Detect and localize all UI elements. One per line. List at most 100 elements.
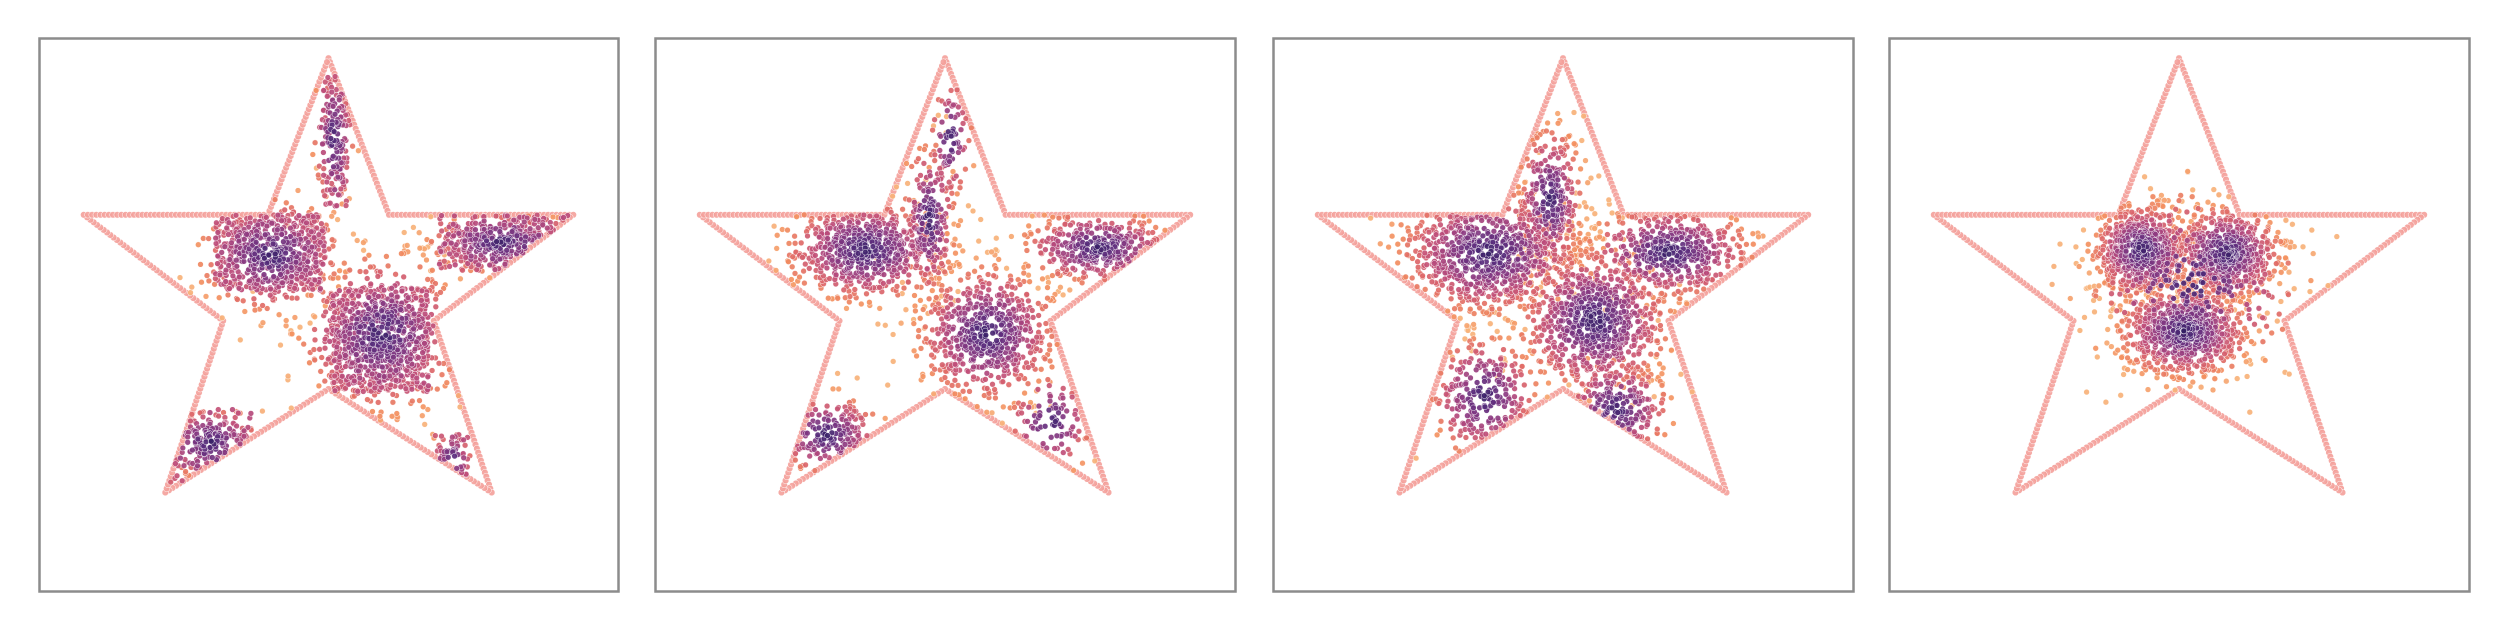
scatter-point	[953, 86, 961, 94]
scatter-point	[315, 382, 323, 390]
scatter-point	[882, 322, 889, 329]
scatter-point	[858, 300, 865, 308]
scatter-point	[560, 214, 567, 221]
scatter-point	[233, 263, 240, 270]
scatter-point	[378, 323, 385, 331]
scatter-point	[428, 238, 435, 245]
scatter-point	[355, 292, 362, 300]
scatter-point	[320, 165, 327, 172]
scatter-point	[443, 448, 451, 455]
scatter-point	[1031, 356, 1038, 363]
scatter-point	[945, 339, 952, 346]
scatter-point	[1044, 328, 1051, 335]
scatter-point	[487, 229, 494, 236]
scatter-point	[354, 309, 362, 316]
scatter-point	[218, 249, 225, 256]
scatter-point	[199, 413, 207, 421]
scatter-point	[903, 160, 910, 167]
scatter-point	[308, 244, 316, 251]
scatter-point	[944, 196, 951, 203]
scatter-point	[985, 286, 992, 293]
scatter-point	[1051, 445, 1058, 452]
scatter-point	[195, 241, 202, 248]
scatter-point	[970, 363, 977, 371]
scatter-point	[1050, 256, 1057, 263]
scatter-point	[323, 178, 331, 186]
scatter-point	[917, 297, 924, 304]
scatter-point	[408, 285, 415, 292]
scatter-point	[840, 286, 847, 294]
scatter-point	[177, 454, 184, 462]
scatter-point	[349, 359, 356, 367]
scatter-point	[366, 381, 374, 388]
scatter-point	[950, 241, 958, 249]
scatter-point	[225, 219, 233, 226]
scatter-point	[318, 220, 325, 227]
scatter-point	[246, 277, 253, 285]
scatter-point	[296, 324, 304, 331]
scatter-point	[945, 258, 952, 266]
scatter-point	[965, 137, 973, 144]
scatter-point	[1035, 300, 1042, 307]
scatter-point	[866, 213, 873, 220]
scatter-point	[941, 268, 948, 276]
scatter-point	[491, 266, 499, 273]
scatter-point	[397, 357, 405, 364]
scatter-point	[1024, 312, 1031, 319]
scatter-point	[320, 172, 327, 179]
scatter-point	[350, 230, 357, 238]
scatter-point	[291, 314, 299, 321]
scatter-point	[770, 223, 778, 230]
scatter-point	[330, 292, 337, 299]
scatter-point	[460, 454, 467, 461]
scatter-point	[356, 268, 364, 275]
scatter-point	[305, 239, 312, 246]
scatter-point	[858, 414, 865, 422]
scatter-point	[808, 411, 816, 418]
scatter-point	[448, 239, 455, 247]
scatter-point	[906, 196, 913, 204]
scatter-point	[318, 354, 325, 361]
scatter-point	[275, 311, 283, 318]
scatter-point	[270, 240, 277, 248]
scatter-point	[1024, 380, 1032, 387]
scatter-point	[443, 379, 450, 386]
scatter-point	[360, 247, 367, 254]
scatter-point	[355, 328, 362, 336]
scatter-point	[1066, 286, 1073, 294]
scatter-point	[483, 237, 490, 245]
scatter-point	[235, 237, 243, 245]
scatter-point	[274, 226, 281, 233]
scatter-point	[419, 371, 426, 379]
scatter-point	[893, 183, 900, 191]
scatter-point	[1070, 467, 1077, 474]
scatter-point	[864, 271, 871, 279]
scatter-point	[1027, 230, 1035, 238]
scatter-point	[287, 224, 294, 232]
scatter-point	[957, 276, 964, 284]
scatter-point	[326, 338, 333, 345]
scatter-point	[184, 433, 191, 441]
scatter-point	[1034, 227, 1042, 234]
scatter-point	[811, 467, 819, 474]
scatter-point	[897, 320, 905, 327]
scatter-point	[295, 212, 303, 219]
scatter-point	[1071, 411, 1079, 418]
scatter-point	[229, 406, 236, 413]
scatter-point	[461, 237, 468, 244]
scatter-point	[223, 224, 230, 232]
scatter-point	[418, 287, 426, 294]
scatter-point	[938, 260, 945, 267]
scatter-point	[1029, 212, 1036, 220]
scatter-point	[917, 315, 924, 322]
scatter-point	[1064, 214, 1071, 221]
scatter-point	[317, 368, 324, 375]
scatter-point	[317, 285, 324, 292]
scatter-point	[303, 219, 310, 227]
scatter-point	[1025, 342, 1032, 350]
scatter-point	[209, 454, 216, 461]
scatter-point	[496, 228, 503, 235]
scatter-point	[333, 364, 340, 371]
scatter-point	[970, 162, 977, 169]
scatter-point	[205, 277, 213, 285]
